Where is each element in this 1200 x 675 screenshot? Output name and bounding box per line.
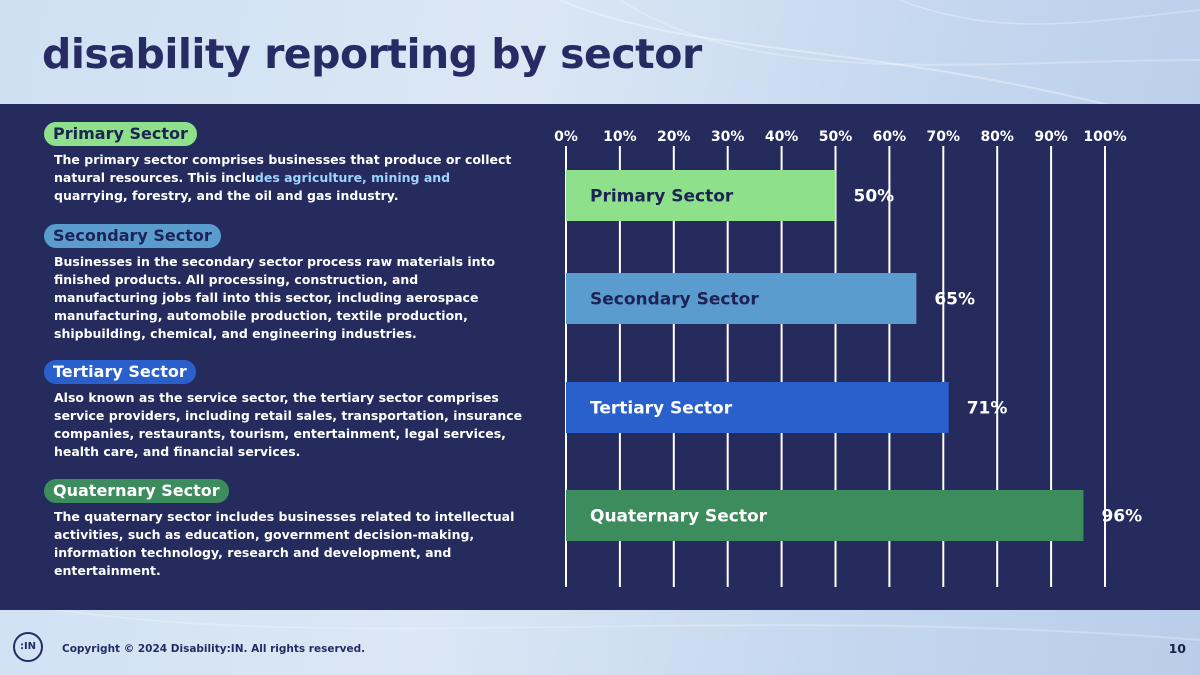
bar	[566, 273, 917, 324]
sector-primary-label: Primary Sector	[44, 122, 197, 146]
x-tick-label: 60%	[873, 129, 907, 145]
x-tick-label: 0%	[554, 129, 578, 145]
page-number: 10	[1168, 641, 1186, 656]
sector-primary: Primary Sector The primary sector compri…	[44, 122, 524, 205]
bar-value-label: 65%	[934, 290, 975, 310]
sector-tertiary-description: Also known as the service sector, the te…	[54, 390, 523, 459]
bar-value-label: 71%	[967, 399, 1008, 419]
sector-secondary-label: Secondary Sector	[44, 224, 221, 248]
sector-secondary-description: Businesses in the secondary sector proce…	[54, 254, 496, 341]
x-tick-label: 90%	[1034, 129, 1068, 145]
x-tick-label: 40%	[765, 129, 799, 145]
bar-category-label: Primary Sector	[590, 187, 734, 207]
x-tick-label: 50%	[819, 129, 853, 145]
page-title: disability reporting by sector	[42, 30, 702, 78]
bar	[566, 382, 949, 433]
x-tick-label: 30%	[711, 129, 745, 145]
bar-value-label: 50%	[854, 187, 895, 207]
sector-primary-description: The primary sector comprises businesses …	[54, 152, 512, 203]
x-tick-label: 70%	[927, 129, 961, 145]
x-tick-label: 100%	[1083, 129, 1126, 145]
bar-category-label: Tertiary Sector	[590, 399, 733, 419]
sector-secondary: Secondary Sector Businesses in the secon…	[44, 224, 524, 343]
bar	[566, 490, 1084, 541]
x-tick-label: 10%	[603, 129, 637, 145]
sector-quaternary: Quaternary Sector The quaternary sector …	[44, 479, 524, 580]
sector-tertiary: Tertiary Sector Also known as the servic…	[44, 360, 524, 461]
bar-category-label: Quaternary Sector	[590, 507, 768, 527]
sector-tertiary-label: Tertiary Sector	[44, 360, 196, 384]
sector-quaternary-description: The quaternary sector includes businesse…	[54, 509, 515, 578]
bar	[566, 170, 836, 221]
footer: :IN Copyright © 2024 Disability:IN. All …	[0, 610, 1200, 675]
bar-chart: 0% 10% 20% 30% 40% 50% 60% 70% 80% 90% 100% Primary…	[554, 129, 1142, 587]
bar-value-label: 96%	[1101, 507, 1142, 527]
disability-in-logo: :IN	[13, 632, 43, 662]
copyright-text: Copyright © 2024 Disability:IN. All righ…	[62, 643, 366, 655]
sector-quaternary-label: Quaternary Sector	[44, 479, 229, 503]
x-tick-label: 80%	[980, 129, 1014, 145]
bar-category-label: Secondary Sector	[590, 290, 759, 310]
content-panel: Primary Sector The primary sector compri…	[0, 104, 1200, 610]
x-tick-label: 20%	[657, 129, 691, 145]
